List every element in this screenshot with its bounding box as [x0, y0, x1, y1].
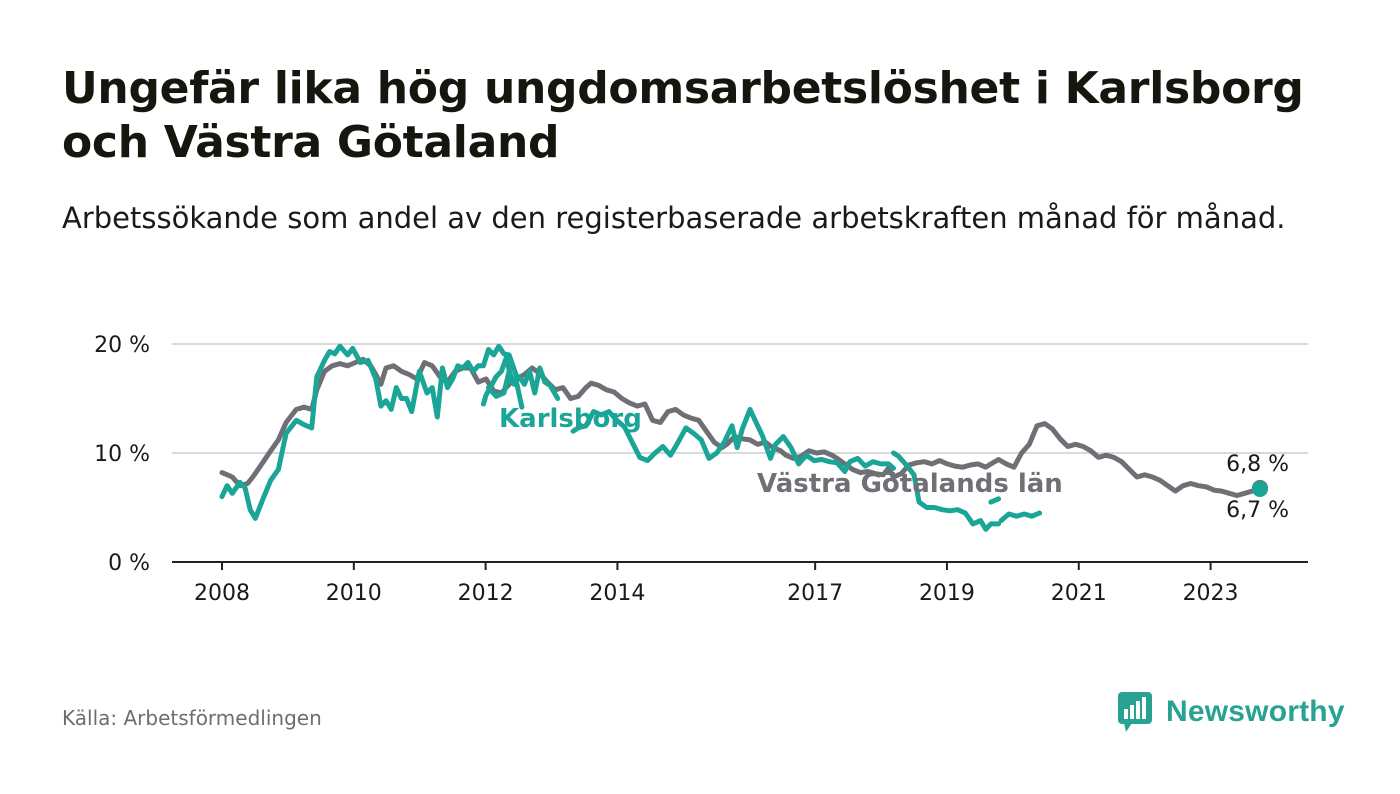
x-tick-label: 2021 — [1051, 581, 1107, 606]
series-line-karlsborg-segment-6 — [988, 496, 1002, 505]
x-tick-label: 2017 — [787, 581, 843, 606]
y-tick-label: 10 % — [94, 442, 150, 467]
x-tick-label: 2012 — [458, 581, 514, 606]
series-line-karlsborg-segment-2 — [486, 365, 561, 401]
end-value-label-vastra-gotaland: 6,8 % — [1226, 452, 1289, 477]
x-tick-label: 2014 — [589, 581, 645, 606]
brand-name: Newsworthy — [1166, 695, 1345, 728]
end-markers — [1252, 479, 1268, 497]
series-lines — [219, 343, 1263, 532]
source-note: Källa: Arbetsförmedlingen — [62, 706, 322, 730]
series-line-vastra-gotaland — [219, 356, 1263, 498]
chart-subtitle: Arbetssökande som andel av den registerb… — [62, 201, 1286, 235]
brand-logo: Newsworthy — [1118, 690, 1345, 734]
end-value-label-karlsborg: 6,7 % — [1226, 498, 1289, 523]
end-marker-karlsborg — [1252, 480, 1268, 497]
gridlines — [172, 343, 1308, 454]
chart-title: Ungefär lika hög ungdomsarbetslöshet i K… — [62, 63, 1304, 168]
x-tick-label: 2008 — [194, 581, 250, 606]
y-tick-label: 0 % — [108, 551, 150, 576]
series-line-karlsborg-segment-5 — [891, 450, 1002, 532]
newsworthy-logo-icon — [1118, 692, 1152, 732]
series-label-karlsborg: Karlsborg — [499, 404, 642, 434]
series-line-karlsborg-segment-4 — [570, 406, 896, 474]
series-line-karlsborg-segment-7 — [998, 510, 1043, 524]
series-line-karlsborg-segment-3 — [480, 354, 525, 410]
y-tick-label: 20 % — [94, 333, 150, 358]
series-line-karlsborg-segment-1 — [219, 343, 520, 521]
x-axis — [172, 561, 1308, 570]
x-tick-label: 2019 — [919, 581, 975, 606]
y-axis-tick-labels: 0 % 10 % 20 % — [94, 333, 150, 576]
x-axis-tick-labels: 2008 2010 2012 2014 2017 2019 2021 2023 — [194, 581, 1239, 606]
x-tick-label: 2010 — [326, 581, 382, 606]
series-label-vastra-gotaland: Västra Götalands län — [757, 469, 1063, 499]
x-tick-label: 2023 — [1183, 581, 1239, 606]
